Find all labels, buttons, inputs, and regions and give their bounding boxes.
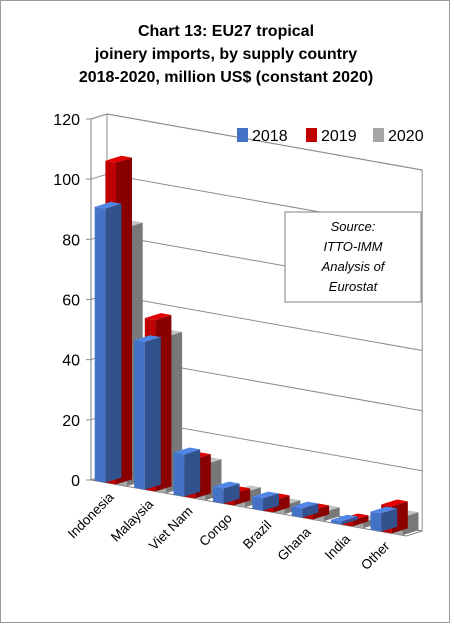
y-tick-label: 20 — [62, 413, 80, 430]
category-label: Viet Nam — [146, 503, 196, 553]
legend-item-2020: 2020 — [373, 128, 424, 145]
legend-swatch — [237, 128, 248, 142]
bar-indonesia-2018 — [94, 201, 122, 483]
annotation-line: Source: — [331, 219, 376, 234]
legend-label: 2019 — [321, 128, 357, 145]
bar-malaysia-2018 — [134, 335, 161, 490]
category-label: Congo — [196, 510, 235, 549]
chart-title: Chart 13: EU27 tropical joinery imports,… — [79, 23, 373, 86]
bar-brazil-2018 — [252, 491, 279, 511]
annotation-line: Analysis of — [321, 259, 386, 274]
y-tick-label: 40 — [62, 353, 80, 370]
bars — [94, 155, 419, 536]
bar-ghana-2018 — [291, 501, 319, 518]
annotation-line: Eurostat — [329, 279, 379, 294]
chart-title-line: 2018-2020, million US$ (constant 2020) — [79, 69, 373, 86]
bar-other-2018 — [370, 506, 398, 532]
chart: Chart 13: EU27 tropical joinery imports,… — [53, 23, 424, 573]
category-label: Malaysia — [108, 496, 157, 545]
legend: 2018 2019 2020 — [237, 128, 424, 145]
chart-title-line: joinery imports, by supply country — [94, 46, 357, 63]
chart-title-line: Chart 13: EU27 tropical — [138, 23, 314, 40]
legend-label: 2020 — [388, 128, 424, 145]
y-tick-label: 100 — [53, 172, 80, 189]
bar-india-2018 — [331, 514, 358, 525]
y-tick-label: 60 — [62, 293, 80, 310]
category-label: Other — [358, 538, 393, 573]
legend-label: 2018 — [252, 128, 288, 145]
y-tick-label: 80 — [62, 232, 80, 249]
category-label: India — [322, 531, 354, 563]
legend-swatch — [306, 128, 317, 142]
legend-item-2019: 2019 — [306, 128, 357, 145]
bar-congo-2018 — [212, 481, 240, 504]
legend-item-2018: 2018 — [237, 128, 288, 145]
y-tick-label: 0 — [71, 473, 80, 490]
annotation-line: ITTO-IMM — [324, 239, 383, 254]
y-axis-ticks: 0 20 40 60 80 100 120 — [53, 112, 92, 490]
category-label: Brazil — [240, 517, 274, 551]
y-tick-label: 120 — [53, 112, 80, 129]
gridline — [90, 113, 423, 171]
annotation-box — [284, 211, 422, 303]
source-annotation: Source: ITTO-IMM Analysis of Eurostat — [284, 211, 422, 303]
category-label: Ghana — [274, 524, 314, 564]
legend-swatch — [373, 128, 384, 142]
bar-viet-nam-2018 — [173, 447, 201, 497]
